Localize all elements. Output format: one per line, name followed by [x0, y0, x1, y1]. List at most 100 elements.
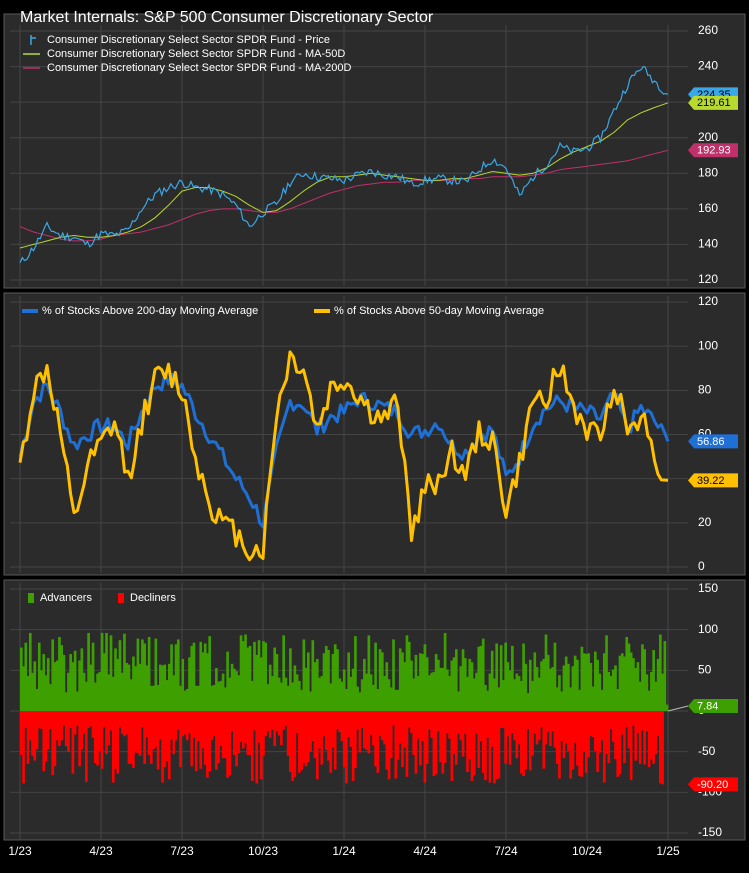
decliners-bar — [520, 711, 523, 774]
advancers-bar — [154, 638, 158, 711]
advancers-bar — [477, 646, 481, 711]
decliners-bar — [163, 711, 167, 768]
advancers-bar — [354, 636, 357, 711]
decliners-bar — [114, 711, 117, 769]
decliners-bar — [183, 711, 187, 735]
panel-2-series-1-line — [18, 371, 670, 529]
advancers-bar — [396, 689, 400, 711]
advancers-bar — [636, 662, 640, 711]
decliners-bar — [266, 711, 270, 732]
advancers-bar — [481, 638, 485, 711]
advancers-bar — [174, 644, 178, 711]
advancers-bar — [89, 664, 93, 711]
decliners-bar — [605, 711, 608, 755]
decliners-bar — [372, 711, 375, 746]
advancers-bar — [192, 642, 196, 711]
decliners-bar — [26, 711, 30, 764]
advancers-bar — [49, 684, 52, 711]
decliners-bar — [116, 711, 120, 774]
decliners-bar — [454, 711, 458, 765]
advancers-bar — [663, 641, 667, 711]
decliners-bar — [100, 711, 104, 769]
panel-1-y-tick-label: 180 — [698, 165, 718, 179]
decliners-bar — [502, 711, 505, 729]
advancers-bar — [183, 690, 187, 711]
advancers-bar — [495, 643, 498, 711]
advancers-bar — [585, 654, 588, 711]
decliners-bar — [614, 711, 617, 759]
advancers-bar — [284, 677, 288, 711]
decliners-bar — [602, 711, 606, 783]
advancers-bar — [515, 673, 519, 711]
advancers-bar — [540, 661, 543, 711]
decliners-bar — [542, 711, 546, 769]
advancers-bar — [190, 645, 194, 711]
advancers-bar — [304, 667, 308, 711]
advancers-bar — [286, 685, 290, 711]
advancers-bar — [156, 684, 160, 711]
advancers-bar — [405, 635, 409, 711]
advancers-bar — [322, 653, 326, 711]
decliners-bar — [150, 711, 153, 764]
decliners-bar — [551, 711, 555, 732]
chart-title: Market Internals: S&P 500 Consumer Discr… — [20, 9, 434, 26]
panel-2-series-2-line — [18, 350, 669, 562]
decliners-bar — [457, 711, 460, 734]
advancers-bar — [221, 673, 225, 711]
advancers-bar — [576, 659, 579, 711]
decliners-bar — [616, 711, 620, 777]
decliners-bar — [329, 711, 333, 773]
advancers-bar — [271, 676, 274, 711]
decliners-bar — [165, 711, 169, 762]
decliners-bar — [432, 711, 436, 777]
decliners-bar — [407, 711, 411, 728]
decliners-bar — [623, 711, 626, 764]
decliners-bar — [255, 711, 259, 784]
decliners-bar — [537, 711, 541, 741]
advancers-bar — [199, 641, 203, 711]
decliners-bar — [609, 711, 613, 729]
decliners-bar — [629, 711, 633, 781]
decliners-bar — [179, 711, 182, 768]
decliners-bar — [244, 711, 247, 743]
decliners-bar — [578, 711, 581, 777]
advancers-bar — [607, 671, 611, 711]
decliners-bar — [80, 711, 84, 750]
decliners-bar — [421, 711, 424, 742]
decliners-bar — [540, 711, 543, 728]
decliners-bar — [638, 711, 642, 764]
advancers-bar — [625, 636, 629, 711]
decliners-bar — [517, 711, 521, 745]
decliners-bar — [481, 711, 485, 773]
advancers-bar — [347, 652, 350, 711]
advancers-bar — [457, 691, 460, 711]
advancers-bar — [616, 689, 620, 711]
advancers-bar — [82, 672, 86, 711]
decliners-bar — [253, 711, 256, 731]
advancers-bar — [372, 684, 375, 711]
decliners-bar — [571, 711, 575, 770]
decliners-bar — [262, 711, 265, 756]
decliners-bar — [170, 711, 173, 740]
advancers-bar — [105, 632, 108, 711]
decliners-bar — [410, 711, 413, 733]
panel-1-last-value-label-2-marker — [688, 95, 738, 110]
decliners-bar — [645, 711, 649, 732]
advancers-bar — [302, 639, 306, 711]
advancers-bar — [531, 680, 534, 711]
decliners-bar — [167, 711, 171, 780]
advancers-bar — [107, 674, 111, 711]
decliners-bar — [499, 711, 503, 729]
advancers-bar — [230, 663, 234, 711]
advancers-bar — [432, 671, 436, 711]
decliners-bar — [192, 711, 196, 738]
decliners-bar — [661, 711, 664, 785]
decliners-bar — [428, 711, 431, 730]
decliners-bar — [333, 711, 337, 770]
panel-2-last-value-label-2: 39.22 — [697, 475, 725, 487]
decliners-bar — [138, 711, 142, 756]
advancers-bar — [219, 680, 223, 711]
decliners-bar — [210, 711, 214, 741]
panel-2-legend-entry: % of Stocks Above 200-day Moving Average — [42, 305, 258, 317]
decliners-bar — [636, 711, 640, 733]
